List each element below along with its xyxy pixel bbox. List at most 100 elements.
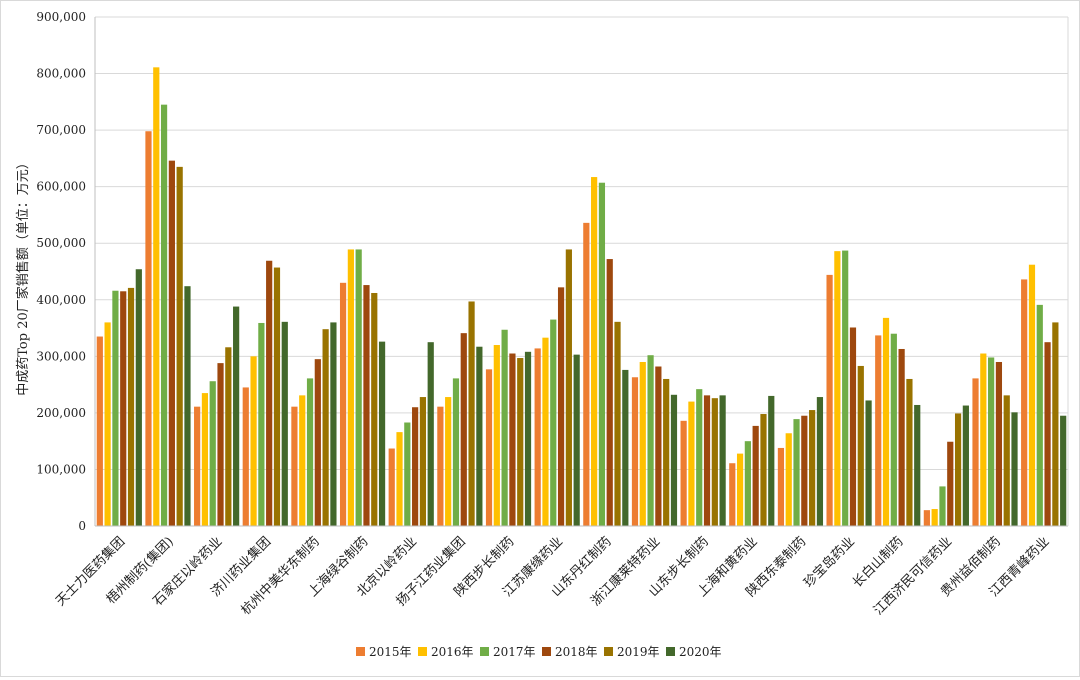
bar [793,419,800,526]
bar [347,249,354,526]
bar [768,395,775,526]
bar [412,407,419,526]
bar [939,486,946,526]
bar [614,321,621,526]
y-tick-label: 700,000 [36,123,86,137]
bar [849,327,857,526]
bar [826,274,833,526]
bar [120,291,127,526]
legend-swatch [604,647,613,656]
bar [865,400,872,526]
legend-swatch [542,647,551,656]
bar [954,413,962,526]
bar [339,282,347,526]
bar [194,406,201,526]
y-tick-label: 400,000 [36,293,86,307]
bar [452,378,460,526]
bar [509,353,516,526]
bar [168,160,175,526]
bar [291,406,298,526]
bar [225,347,232,526]
y-tick-label: 100,000 [36,462,86,476]
bar [145,131,152,527]
bar [680,420,687,526]
bar [591,177,598,527]
bar [1021,279,1028,526]
y-tick-label: 600,000 [36,180,86,194]
bar [524,351,532,526]
bar [388,448,395,526]
bar [583,222,590,527]
bar [493,345,500,526]
bar [565,249,572,526]
legend-swatch [418,647,427,656]
bar [647,355,654,526]
legend-label: 2020年 [679,645,722,659]
bar [752,425,759,526]
bar [729,463,736,526]
bar [396,432,403,526]
bar [598,182,606,526]
y-tick-label: 200,000 [36,406,86,420]
bar [468,301,475,526]
bar [1011,412,1018,526]
axes [94,17,1069,527]
legend-swatch [666,647,675,656]
bar [972,378,979,526]
bar [906,378,913,526]
bar [476,346,483,526]
bar [606,259,613,526]
bar [273,267,281,526]
bars [96,67,1067,527]
bar [314,359,321,526]
bar [517,358,524,526]
bar [816,397,824,526]
bar [882,317,890,526]
y-tick-label: 0 [78,519,86,533]
y-tick-label: 500,000 [36,236,86,250]
bar [281,321,288,526]
bar [1060,415,1067,526]
bar [445,397,452,526]
bar [711,398,718,526]
bar [995,361,1003,526]
bar [127,287,135,526]
bar [639,361,646,526]
y-tick-label: 300,000 [36,349,86,363]
bar [688,401,695,526]
bar [242,387,249,526]
bar [427,342,434,526]
bar [550,319,557,526]
bar [322,329,329,526]
legend-label: 2018年 [555,645,598,659]
bar [306,378,314,526]
bar [631,377,639,526]
bar [1036,304,1043,526]
bar [501,329,508,526]
bar [153,67,160,526]
legend-label: 2015年 [369,645,412,659]
bar [1003,395,1010,526]
bar [842,250,849,526]
bar [96,336,103,526]
bar [404,422,411,526]
bar [744,441,751,526]
legend: 2015年 2016年 2017年 2018年 2019年 2020年 [356,645,722,659]
bar [703,395,711,526]
bar [233,306,240,526]
bar [266,260,273,526]
y-tick-label: 900,000 [36,10,86,24]
bar [947,441,954,526]
bar [104,322,111,526]
bar [931,509,938,526]
bar [809,410,816,526]
bar [217,363,224,526]
bar [890,333,897,526]
bar [962,405,969,526]
bar [176,166,183,526]
bar [696,389,703,526]
bar [898,348,905,526]
bar [209,381,216,526]
bar [557,287,565,526]
